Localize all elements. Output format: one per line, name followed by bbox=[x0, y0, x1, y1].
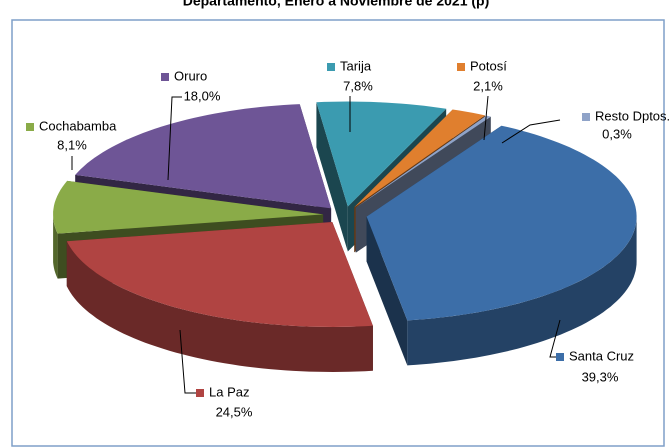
leader-lines bbox=[71, 95, 561, 394]
value-label: 24,5% bbox=[216, 404, 253, 419]
legend-marker bbox=[196, 389, 204, 397]
legend-marker bbox=[26, 123, 34, 131]
legend-marker bbox=[582, 113, 590, 121]
category-label: Santa Cruz bbox=[569, 348, 634, 363]
legend-marker bbox=[556, 353, 564, 361]
value-label: 8,1% bbox=[57, 137, 87, 152]
legend-marker bbox=[327, 63, 335, 71]
category-label: Potosí bbox=[470, 58, 507, 73]
legend-marker bbox=[457, 63, 465, 71]
slice-wall bbox=[53, 214, 58, 279]
chart-title: Departamento, Enero a Noviembre de 2021 … bbox=[183, 0, 490, 9]
slice bbox=[53, 180, 324, 234]
category-label: Tarija bbox=[340, 58, 372, 73]
category-label: Resto Dptos. bbox=[595, 108, 670, 123]
slice bbox=[75, 104, 332, 209]
slice-wall bbox=[407, 216, 637, 366]
slice bbox=[366, 125, 637, 321]
slice bbox=[355, 115, 491, 208]
slice-side bbox=[366, 216, 408, 366]
slice bbox=[66, 222, 373, 327]
category-label: Oruro bbox=[174, 68, 207, 83]
slice-side bbox=[316, 102, 348, 252]
legend-marker bbox=[161, 73, 169, 81]
slice bbox=[354, 109, 485, 208]
slice bbox=[316, 101, 447, 207]
slice-wall bbox=[66, 241, 373, 372]
category-label: Cochabamba bbox=[39, 118, 117, 133]
value-label: 7,8% bbox=[343, 78, 373, 93]
pie bbox=[53, 101, 637, 372]
value-label: 18,0% bbox=[184, 88, 221, 103]
category-label: La Paz bbox=[209, 384, 249, 399]
value-label: 39,3% bbox=[582, 369, 619, 384]
value-label: 0,3% bbox=[602, 126, 632, 141]
value-label: 2,1% bbox=[473, 78, 503, 93]
